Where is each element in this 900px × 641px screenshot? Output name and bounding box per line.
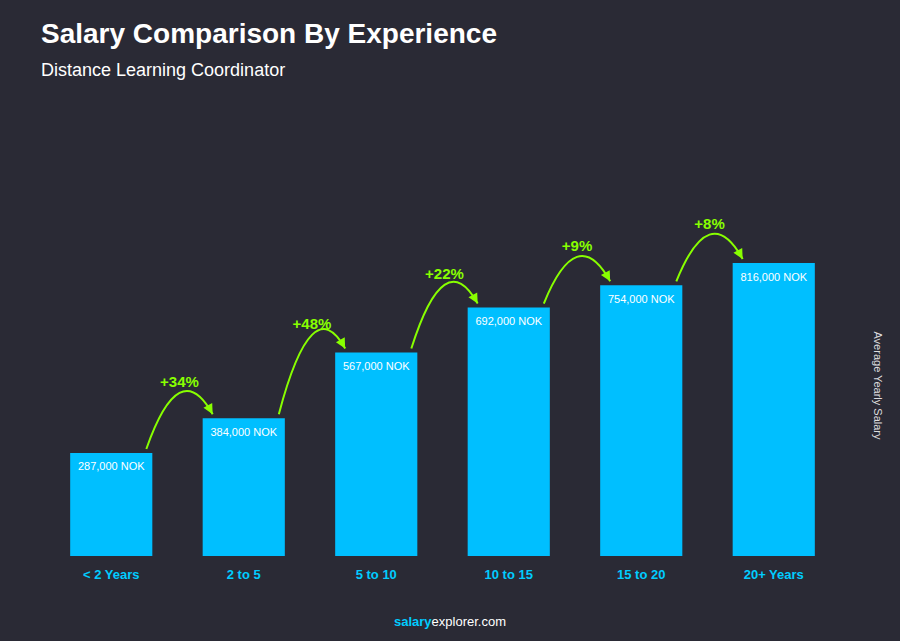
svg-text:15 to 20: 15 to 20	[617, 567, 665, 582]
svg-text:+48%: +48%	[293, 315, 332, 332]
svg-text:567,000 NOK: 567,000 NOK	[343, 360, 410, 372]
svg-text:5 to 10: 5 to 10	[356, 567, 397, 582]
svg-text:692,000 NOK: 692,000 NOK	[475, 315, 542, 327]
svg-text:Distance Learning Coordinator: Distance Learning Coordinator	[41, 60, 285, 80]
svg-text:salary: salary	[394, 614, 432, 629]
svg-text:explorer.com: explorer.com	[432, 614, 506, 629]
svg-text:Salary Comparison By Experienc: Salary Comparison By Experience	[41, 18, 497, 49]
svg-text:Average Yearly Salary: Average Yearly Salary	[872, 331, 884, 440]
svg-text:754,000 NOK: 754,000 NOK	[608, 293, 675, 305]
svg-text:+8%: +8%	[694, 215, 724, 232]
svg-text:20+ Years: 20+ Years	[744, 567, 804, 582]
svg-text:+22%: +22%	[425, 265, 464, 282]
svg-text:< 2 Years: < 2 Years	[83, 567, 140, 582]
svg-text:+34%: +34%	[160, 373, 199, 390]
svg-text:384,000 NOK: 384,000 NOK	[210, 426, 277, 438]
svg-text:+9%: +9%	[562, 237, 592, 254]
svg-text:816,000 NOK: 816,000 NOK	[740, 271, 807, 283]
svg-text:10 to 15: 10 to 15	[485, 567, 533, 582]
svg-text:2 to 5: 2 to 5	[227, 567, 261, 582]
svg-text:287,000 NOK: 287,000 NOK	[78, 460, 145, 472]
